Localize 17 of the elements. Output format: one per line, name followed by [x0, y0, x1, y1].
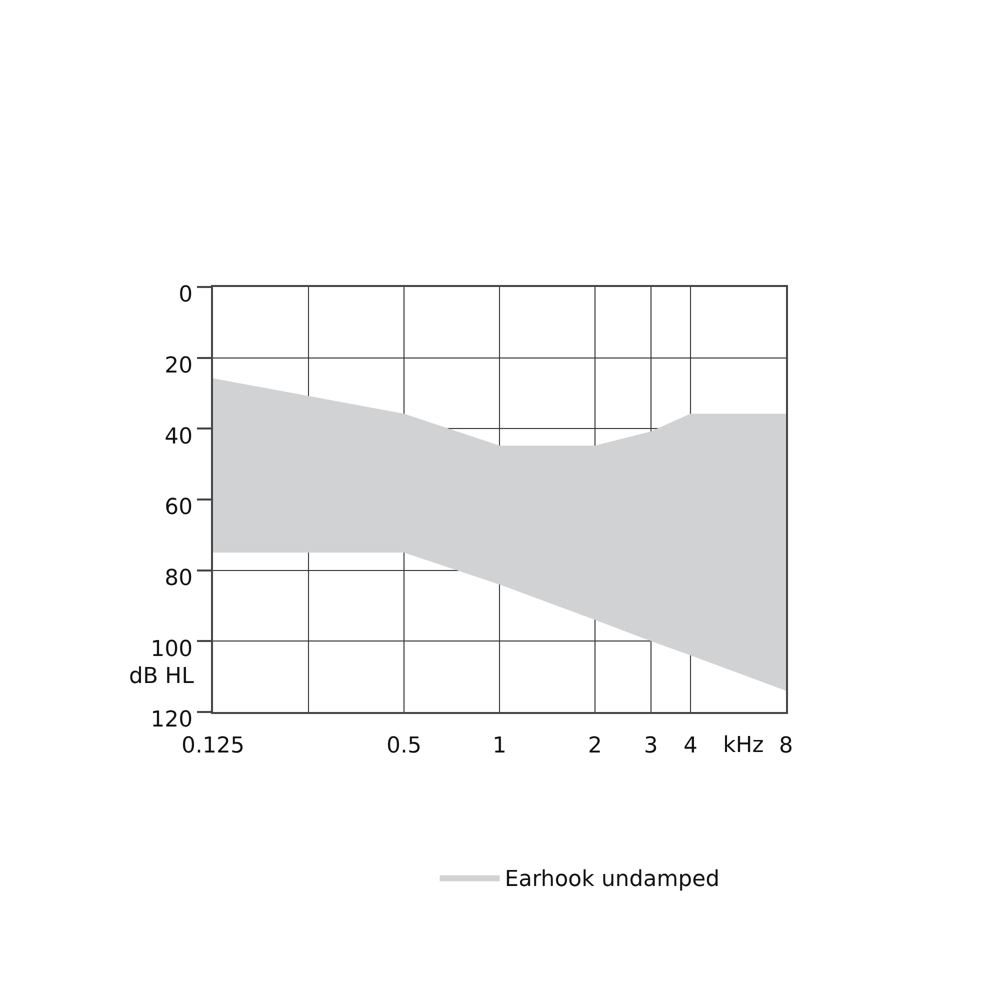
y-tick-label: 120 [150, 708, 193, 733]
y-tick-label: 0 [178, 282, 193, 308]
y-tick-label: 100 [150, 636, 193, 662]
y-tick-label: 60 [164, 495, 193, 520]
x-tick-label: 8 [779, 733, 793, 758]
x-tick-label: 2 [588, 733, 602, 758]
x-tick-label: 3 [644, 733, 658, 758]
y-tick-label: 40 [164, 424, 193, 450]
y-tick-label: 20 [164, 354, 193, 379]
x-tick-label: 4 [684, 733, 698, 758]
x-tick-label: 0.125 [182, 733, 244, 758]
legend-label: Earhook undamped [504, 866, 720, 892]
y-tick-label: 80 [164, 566, 193, 592]
x-axis-title: kHz [723, 733, 764, 758]
y-axis-title: dB HL [129, 664, 195, 689]
x-tick-label: 1 [492, 733, 506, 758]
x-tick-label: 0.5 [386, 733, 422, 758]
